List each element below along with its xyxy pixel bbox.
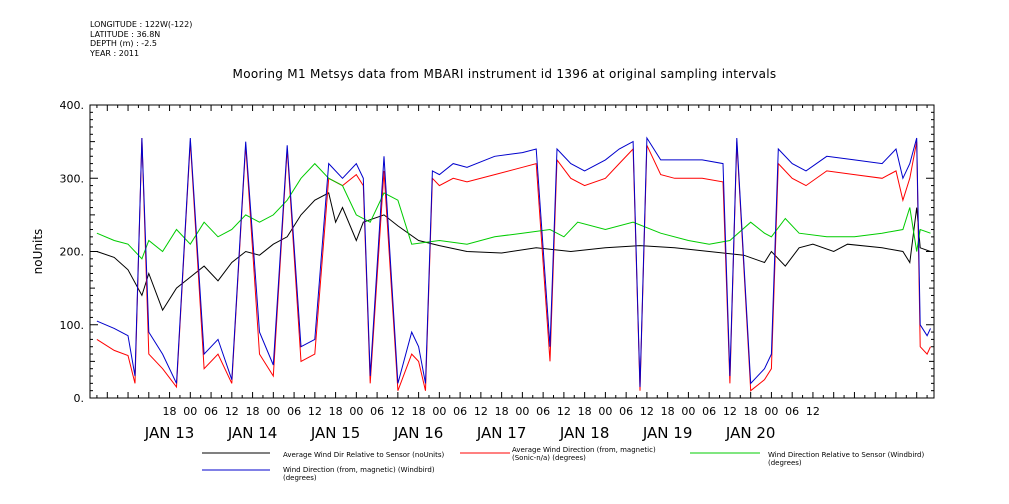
x-day-label: JAN 19 (642, 424, 693, 442)
longitude-text: LONGITUDE : 122W(-122) (90, 20, 193, 29)
x-hour-tick-label: 18 (246, 405, 260, 418)
series-line-4 (96, 136, 931, 388)
x-hour-tick-label: 00 (515, 405, 529, 418)
x-hour-tick-label: 06 (785, 405, 799, 418)
y-tick-label: 300. (60, 172, 85, 185)
x-hour-tick-label: 18 (412, 405, 426, 418)
x-hour-tick-label: 12 (391, 405, 405, 418)
chart-title: Mooring M1 Metsys data from MBARI instru… (232, 67, 777, 81)
y-tick-label: 200. (60, 246, 85, 259)
series-line-3 (96, 162, 931, 260)
x-hour-tick-label: 06 (204, 405, 218, 418)
x-hour-tick-label: 12 (640, 405, 654, 418)
latitude-text: LATITUDE : 36.8N (90, 29, 161, 39)
x-hour-tick-label: 12 (557, 405, 571, 418)
x-day-label: JAN 18 (559, 424, 610, 442)
depth-text: DEPTH (m) : -2.5 (90, 39, 157, 48)
legend-label-1: Average Wind Dir Relative to Sensor (noU… (283, 451, 445, 459)
y-tick-label: 100. (60, 319, 85, 332)
x-day-label: JAN 16 (393, 424, 444, 442)
x-hour-tick-label: 12 (474, 405, 488, 418)
x-day-label: JAN 14 (227, 424, 278, 442)
x-hour-tick-label: 18 (495, 405, 509, 418)
series-line-1 (96, 192, 931, 312)
legend-label-4: Wind Direction (from, magnetic) (Windbir… (283, 466, 435, 482)
x-hour-tick-label: 00 (183, 405, 197, 418)
x-hour-tick-label: 00 (266, 405, 280, 418)
x-hour-tick-label: 12 (723, 405, 737, 418)
x-hour-tick-label: 18 (661, 405, 675, 418)
x-hour-tick-label: 00 (681, 405, 695, 418)
x-hour-tick-label: 18 (329, 405, 343, 418)
x-hour-tick-label: 00 (764, 405, 778, 418)
x-day-label: JAN 15 (310, 424, 361, 442)
x-day-label: JAN 13 (144, 424, 195, 442)
x-hour-tick-label: 12 (308, 405, 322, 418)
x-hour-tick-label: 06 (702, 405, 716, 418)
x-hour-tick-label: 00 (349, 405, 363, 418)
metadata-block: LONGITUDE : 122W(-122) LATITUDE : 36.8N … (90, 20, 192, 58)
legend-label-2: Average Wind Direction (from, magnetic) … (512, 446, 656, 462)
x-hour-tick-label: 06 (287, 405, 301, 418)
y-tick-label: 0. (74, 392, 85, 405)
x-hour-tick-label: 00 (432, 405, 446, 418)
x-hour-tick-label: 06 (536, 405, 550, 418)
x-hour-tick-label: 00 (598, 405, 612, 418)
y-axis-label: noUnits (31, 229, 45, 275)
x-hour-tick-label: 12 (225, 405, 239, 418)
x-hour-tick-label: 18 (578, 405, 592, 418)
legend-label-3: Wind Direction Relative to Sensor (Windb… (768, 451, 925, 467)
x-hour-tick-label: 06 (453, 405, 467, 418)
x-hour-tick-label: 18 (744, 405, 758, 418)
year-text: YEAR : 2011 (90, 48, 140, 58)
series-line-2 (96, 137, 931, 392)
y-tick-label: 400. (60, 99, 85, 112)
x-hour-tick-label: 06 (619, 405, 633, 418)
x-hour-tick-label: 06 (370, 405, 384, 418)
x-hour-tick-label: 18 (163, 405, 177, 418)
x-day-label: JAN 17 (476, 424, 527, 442)
x-hour-tick-label: 12 (806, 405, 820, 418)
x-day-label: JAN 20 (725, 424, 776, 442)
